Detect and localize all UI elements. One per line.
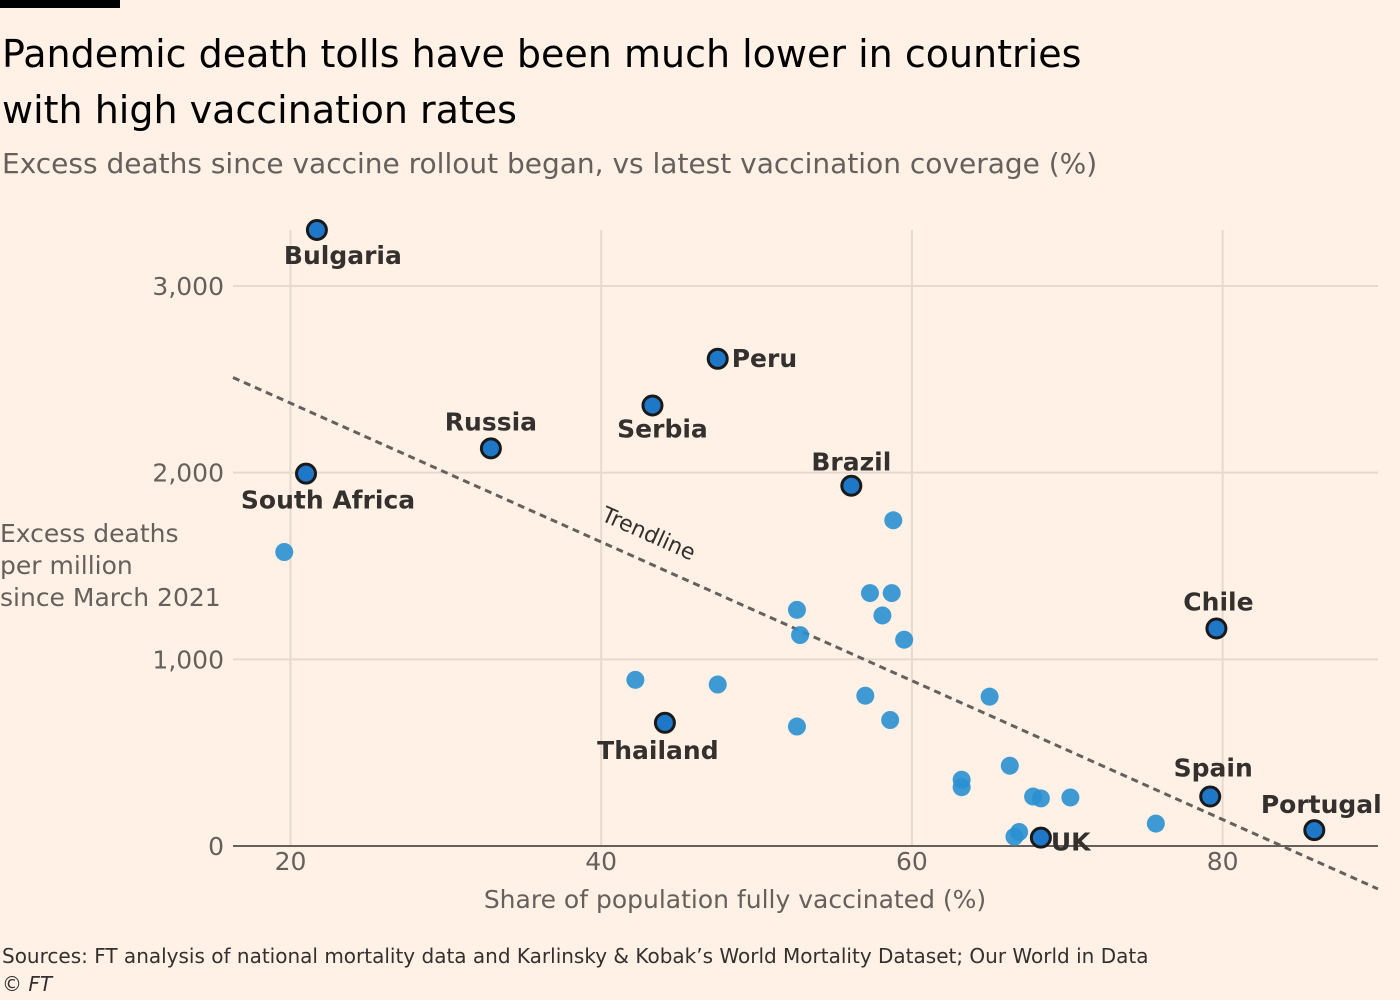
grid (233, 230, 1378, 847)
point-label-thailand: Thailand (597, 736, 718, 765)
data-point (980, 687, 999, 706)
data-point-chile (1205, 617, 1228, 640)
data-point-spain (1199, 785, 1222, 808)
point-label-brazil: Brazil (811, 448, 891, 477)
data-point (1061, 788, 1080, 807)
x-tick-label: 20 (275, 847, 307, 876)
data-point (1146, 814, 1165, 833)
data-point-brazil (840, 474, 863, 497)
data-point (1031, 789, 1050, 808)
data-point-south-africa (295, 462, 318, 485)
source-note: Sources: FT analysis of national mortali… (2, 944, 1149, 968)
data-point (791, 626, 810, 645)
data-points (275, 219, 1326, 849)
y-axis-title: Excess deaths per million since March 20… (0, 518, 240, 614)
data-point (895, 630, 914, 649)
copyright: © FT (2, 972, 53, 996)
y-tick-label: 2,000 (152, 459, 224, 488)
data-point (882, 584, 901, 603)
y-tick-label: 0 (208, 832, 224, 861)
data-point-serbia (641, 394, 664, 417)
x-tick-label: 80 (1207, 847, 1239, 876)
data-point-bulgaria (305, 219, 328, 241)
data-point (873, 606, 892, 625)
y-axis-title-line: since March 2021 (0, 583, 221, 612)
data-point-thailand (653, 711, 676, 734)
point-label-portugal: Portugal (1261, 790, 1382, 819)
point-label-spain: Spain (1174, 754, 1253, 783)
axis-ticks: 20 40 60 80 0 1,000 2,000 3,000 (152, 272, 1238, 876)
y-axis-title-line: per million (0, 551, 133, 580)
chart-title: Pandemic death tolls have been much lowe… (2, 32, 1082, 132)
data-point (881, 711, 900, 729)
data-point (708, 675, 727, 694)
data-point (860, 584, 879, 603)
point-label-peru: Peru (732, 344, 797, 373)
data-point (275, 543, 294, 561)
point-label-serbia: Serbia (617, 414, 708, 443)
y-axis-title-line: Excess deaths (0, 519, 179, 548)
point-label-chile: Chile (1183, 588, 1253, 617)
y-tick-label: 1,000 (152, 645, 224, 674)
point-label-uk: UK (1051, 828, 1092, 857)
data-point (952, 778, 971, 797)
point-labels: Bulgaria Peru Serbia Russia South Africa Braz… (241, 241, 1382, 857)
point-label-russia: Russia (445, 407, 537, 436)
x-tick-label: 60 (896, 847, 928, 876)
data-point-peru (706, 347, 729, 370)
data-point (626, 670, 645, 689)
brand-bar (0, 0, 120, 8)
point-label-bulgaria: Bulgaria (284, 241, 402, 270)
data-point (1005, 827, 1024, 846)
y-tick-label: 3,000 (152, 272, 224, 301)
point-label-south-africa: South Africa (241, 486, 415, 515)
data-point (856, 686, 875, 705)
chart-subtitle: Excess deaths since vaccine rollout bega… (2, 147, 1098, 180)
data-point (787, 717, 806, 736)
trendline-label: Trendline (597, 502, 699, 566)
data-point-uk (1029, 826, 1052, 849)
data-point-russia (479, 437, 502, 460)
data-point (787, 600, 806, 619)
data-point (1000, 756, 1019, 775)
x-tick-label: 40 (585, 847, 617, 876)
x-axis-title: Share of population fully vaccinated (%) (483, 885, 987, 914)
data-point-portugal (1303, 819, 1326, 842)
data-point (884, 511, 903, 530)
